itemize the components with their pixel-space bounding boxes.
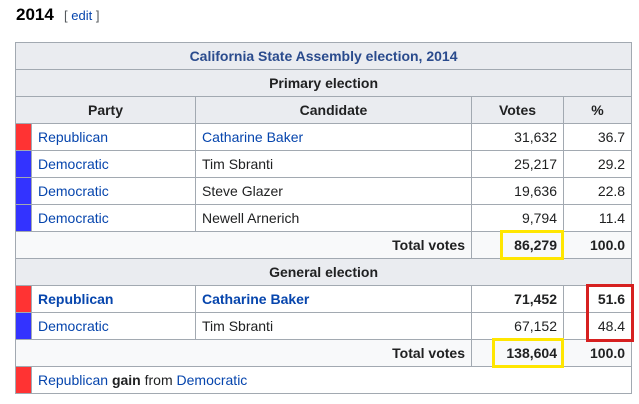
table-row: Democratic Tim Sbranti 67,152 48.4 [15, 312, 633, 340]
candidate-name: Steve Glazer [195, 177, 472, 205]
percent-column-header: % [562, 96, 633, 124]
candidate-name: Newell Arnerich [195, 204, 472, 232]
general-total-row: Total votes 138,604 100.0 [15, 339, 633, 367]
votes-cell: 71,452 [471, 285, 564, 313]
party-color-swatch [15, 204, 32, 232]
column-headers: Party Candidate Votes % [15, 96, 633, 124]
party-color-swatch [15, 366, 32, 394]
loser-party-link[interactable]: Democratic [176, 372, 248, 388]
table-row: Democratic Steve Glazer 19,636 22.8 [15, 177, 633, 205]
section-heading: 2014 [16, 5, 54, 24]
edit-bracket-open: [ [64, 8, 72, 23]
votes-cell: 19,636 [471, 177, 564, 205]
edit-bracket-close: ] [92, 8, 100, 23]
general-total-percent: 100.0 [562, 339, 633, 367]
primary-total-percent: 100.0 [562, 231, 633, 259]
percent-cell: 36.7 [562, 123, 633, 151]
party-link[interactable]: Republican [38, 129, 109, 145]
party-column-header: Party [15, 96, 196, 124]
winner-party-link[interactable]: Republican [38, 372, 109, 388]
votes-cell: 31,632 [471, 123, 564, 151]
party-link[interactable]: Republican [38, 291, 114, 307]
votes-cell: 67,152 [471, 312, 564, 340]
election-table: California State Assembly election, 2014… [14, 42, 633, 394]
votes-cell: 25,217 [471, 150, 564, 178]
party-color-swatch [15, 150, 32, 178]
table-row: Democratic Newell Arnerich 9,794 11.4 [15, 204, 633, 232]
percent-cell: 51.6 [562, 285, 633, 313]
party-color-swatch [15, 123, 32, 151]
primary-total-row: Total votes 86,279 100.0 [15, 231, 633, 259]
party-link[interactable]: Democratic [38, 156, 109, 172]
party-color-swatch [15, 177, 32, 205]
candidate-link[interactable]: Catharine Baker [202, 129, 304, 145]
from-word: from [144, 372, 173, 388]
percent-cell: 48.4 [562, 312, 633, 340]
primary-election-header: Primary election [14, 69, 633, 97]
party-link[interactable]: Democratic [38, 210, 109, 226]
percent-cell: 29.2 [562, 150, 633, 178]
percent-cell: 11.4 [562, 204, 633, 232]
table-caption: California State Assembly election, 2014 [14, 42, 633, 70]
total-votes-label: Total votes [15, 231, 472, 259]
votes-cell: 9,794 [471, 204, 564, 232]
table-row: Democratic Tim Sbranti 25,217 29.2 [15, 150, 633, 178]
candidate-name: Tim Sbranti [195, 312, 472, 340]
gain-word: gain [111, 372, 141, 388]
table-row: Republican Catharine Baker 71,452 51.6 [15, 285, 633, 313]
candidate-column-header: Candidate [195, 96, 472, 124]
candidate-link[interactable]: Catharine Baker [202, 291, 310, 307]
percent-cell: 22.8 [562, 177, 633, 205]
edit-section: [ edit ] [64, 8, 99, 23]
general-total-votes: 138,604 [471, 339, 564, 367]
party-link[interactable]: Democratic [38, 318, 109, 334]
result-cell: Republican gain from Democratic [30, 366, 633, 394]
total-votes-label: Total votes [15, 339, 472, 367]
table-row: Republican Catharine Baker 31,632 36.7 [15, 123, 633, 151]
primary-total-votes: 86,279 [471, 231, 564, 259]
party-color-swatch [15, 312, 32, 340]
votes-column-header: Votes [471, 96, 564, 124]
candidate-name: Tim Sbranti [195, 150, 472, 178]
result-row: Republican gain from Democratic [15, 366, 633, 394]
general-election-header: General election [14, 258, 633, 286]
edit-link[interactable]: edit [71, 8, 93, 23]
party-color-swatch [15, 285, 32, 313]
party-link[interactable]: Democratic [38, 183, 109, 199]
